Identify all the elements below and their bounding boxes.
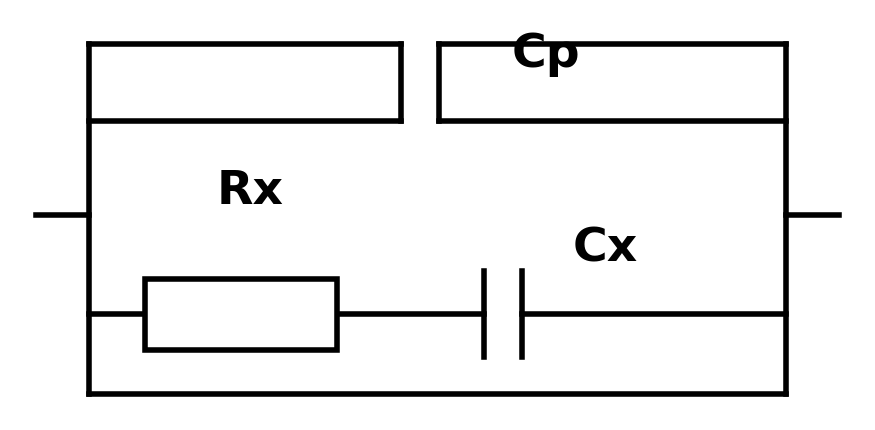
Text: Rx: Rx — [216, 169, 284, 214]
Text: Cx: Cx — [573, 227, 638, 272]
Bar — [145, 279, 337, 350]
Text: Cp: Cp — [512, 32, 580, 77]
